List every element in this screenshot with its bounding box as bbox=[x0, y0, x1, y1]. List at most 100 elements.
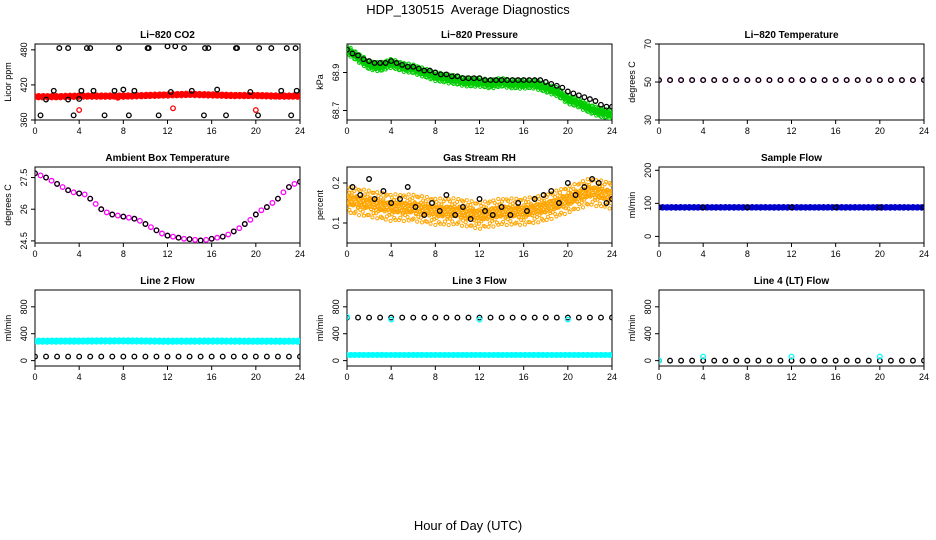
data-point bbox=[175, 234, 182, 241]
data-point bbox=[202, 45, 208, 52]
data-point bbox=[667, 77, 673, 84]
data-point bbox=[426, 67, 433, 74]
x-tick-label: 20 bbox=[563, 249, 573, 259]
data-point bbox=[366, 58, 373, 65]
band-point bbox=[379, 215, 385, 220]
band-point bbox=[554, 188, 559, 193]
band-point bbox=[415, 219, 420, 224]
data-point bbox=[288, 112, 295, 119]
band-point bbox=[479, 203, 484, 209]
band-point bbox=[572, 182, 577, 187]
plot-frame bbox=[34, 166, 301, 244]
data-point bbox=[810, 77, 817, 84]
data-point bbox=[54, 180, 61, 187]
band-point bbox=[439, 202, 444, 207]
band-point bbox=[375, 190, 380, 195]
band-point bbox=[436, 201, 442, 206]
band-point bbox=[461, 199, 466, 204]
data-point bbox=[186, 353, 193, 360]
data-point bbox=[98, 206, 105, 213]
band-point bbox=[405, 215, 410, 220]
data-point bbox=[76, 190, 83, 197]
y-axis-label: kPa bbox=[315, 74, 325, 90]
x-tick-label: 4 bbox=[701, 126, 706, 136]
band-point bbox=[521, 218, 526, 223]
band-point bbox=[487, 221, 492, 226]
band-point bbox=[554, 214, 559, 219]
data-point bbox=[465, 75, 472, 82]
data-point bbox=[476, 75, 483, 82]
data-point bbox=[507, 212, 514, 218]
band-point bbox=[582, 182, 587, 187]
data-point bbox=[65, 45, 72, 52]
band-point bbox=[406, 218, 411, 223]
data-point bbox=[241, 353, 248, 360]
x-tick-label: 24 bbox=[919, 126, 929, 136]
band-point bbox=[509, 196, 514, 201]
band-point bbox=[603, 179, 609, 185]
band-point bbox=[523, 200, 529, 205]
data-point bbox=[689, 77, 696, 84]
data-point bbox=[432, 69, 439, 76]
data-point bbox=[159, 230, 165, 237]
data-point bbox=[280, 189, 287, 196]
y-tick-label: 30 bbox=[643, 115, 653, 125]
data-point bbox=[155, 112, 162, 119]
band-point bbox=[442, 219, 448, 224]
data-point bbox=[755, 77, 762, 84]
data-point bbox=[412, 204, 419, 210]
data-point bbox=[43, 353, 49, 360]
data-point bbox=[349, 50, 356, 57]
data-point bbox=[278, 87, 285, 94]
x-tick-label: 8 bbox=[121, 126, 126, 136]
data-point bbox=[498, 204, 505, 210]
x-tick-label: 20 bbox=[875, 249, 885, 259]
data-point bbox=[219, 353, 226, 360]
band-point bbox=[459, 223, 465, 228]
x-tick-label: 24 bbox=[607, 372, 617, 382]
x-tick-label: 16 bbox=[831, 126, 841, 136]
x-tick-label: 0 bbox=[32, 126, 37, 136]
data-point bbox=[200, 112, 207, 119]
data-point bbox=[114, 94, 121, 101]
data-point bbox=[197, 237, 204, 243]
y-tick-label: 420 bbox=[19, 77, 29, 92]
data-point bbox=[236, 225, 243, 232]
data-point bbox=[120, 86, 127, 93]
data-point bbox=[208, 353, 215, 360]
data-point bbox=[595, 180, 602, 186]
y-tick-label: 70 bbox=[643, 39, 653, 49]
band-point bbox=[559, 210, 564, 215]
data-point bbox=[482, 208, 488, 214]
data-point bbox=[388, 200, 395, 206]
band-point bbox=[401, 218, 406, 224]
x-tick-label: 20 bbox=[563, 372, 573, 382]
band-point bbox=[428, 221, 433, 226]
data-point bbox=[37, 112, 44, 119]
plot-area bbox=[347, 313, 612, 359]
data-point bbox=[153, 353, 160, 360]
x-tick-label: 12 bbox=[786, 249, 796, 259]
data-point bbox=[283, 45, 290, 52]
band-point bbox=[494, 202, 500, 208]
data-point bbox=[548, 188, 555, 194]
data-point bbox=[347, 46, 350, 53]
band-point bbox=[347, 44, 350, 49]
band-point bbox=[566, 190, 571, 196]
data-point bbox=[921, 204, 924, 211]
band-point bbox=[451, 196, 456, 201]
data-point bbox=[509, 77, 516, 84]
x-tick-label: 12 bbox=[162, 249, 172, 259]
band-point bbox=[438, 196, 443, 201]
plot-frame bbox=[34, 43, 301, 121]
band-point bbox=[482, 199, 488, 204]
band-point bbox=[423, 199, 428, 204]
data-point bbox=[247, 216, 254, 223]
x-tick-label: 12 bbox=[162, 372, 172, 382]
data-point bbox=[274, 195, 281, 202]
x-tick-label: 8 bbox=[121, 249, 126, 259]
data-point bbox=[371, 60, 378, 66]
data-point bbox=[349, 184, 356, 190]
y-tick-label: 200 bbox=[643, 163, 653, 178]
